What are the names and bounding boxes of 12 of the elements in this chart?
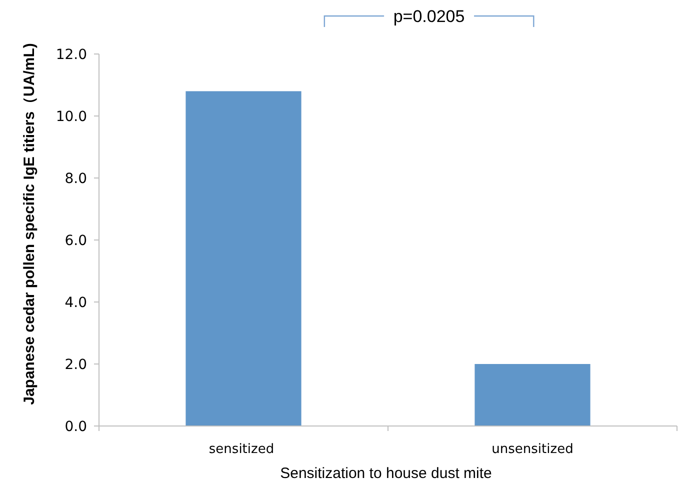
- x-tick-label: unsensitized: [492, 442, 574, 457]
- y-tick-label: 4.0: [64, 294, 87, 311]
- y-tick-label: 6.0: [64, 232, 87, 249]
- x-tick-label: sensitized: [208, 442, 274, 457]
- text: p=0.0205: [393, 7, 465, 26]
- y-tick-label: 12.0: [56, 46, 87, 63]
- y-tick-label: 2.0: [64, 356, 87, 373]
- y-tick-label: 8.0: [64, 170, 87, 187]
- y-tick-label: 0.0: [64, 418, 87, 435]
- y-tick-label: 10.0: [56, 108, 87, 125]
- y-axis-title: Japanese cedar pollen specific IgE titiers（UA/mL): [21, 43, 38, 405]
- x-axis-title: Sensitization to house dust mite: [280, 465, 492, 482]
